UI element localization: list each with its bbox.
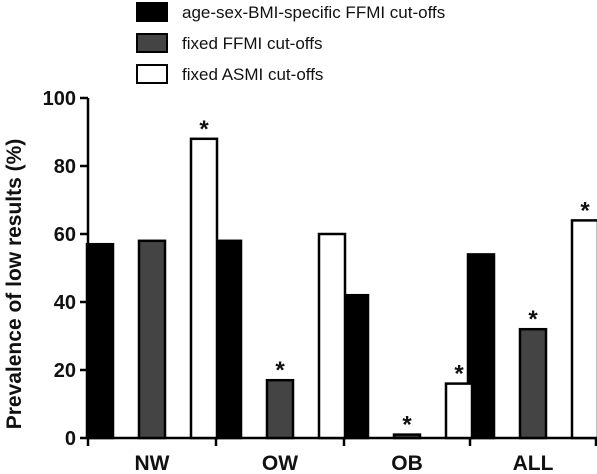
y-tick-label: 100 xyxy=(43,88,76,110)
legend-label: fixed ASMI cut-offs xyxy=(182,65,323,84)
legend-label: fixed FFMI cut-offs xyxy=(182,34,322,53)
bar xyxy=(213,239,243,440)
y-tick-label: 20 xyxy=(54,360,76,382)
bar xyxy=(137,239,167,440)
bar xyxy=(518,327,548,440)
significance-marker: * xyxy=(199,116,209,143)
y-axis-title: Prevalence of low results (%) xyxy=(3,139,26,430)
bar xyxy=(340,293,370,440)
x-tick-label: OW xyxy=(262,452,298,474)
bar xyxy=(317,232,347,440)
legend-label: age-sex-BMI-specific FFMI cut-offs xyxy=(182,3,445,22)
x-tick-label: OB xyxy=(391,452,423,474)
bar xyxy=(392,433,422,440)
legend-swatch xyxy=(136,33,168,53)
significance-marker: * xyxy=(528,306,538,333)
significance-marker: * xyxy=(454,361,464,388)
y-tick-label: 60 xyxy=(54,224,76,246)
significance-marker: * xyxy=(275,357,285,384)
significance-marker: * xyxy=(580,197,590,224)
plot-area: 0 20 40 60 80 100 NW OW OB ALL * * * * * * xyxy=(43,88,597,474)
bar xyxy=(265,378,295,440)
bar xyxy=(570,219,597,440)
y-tick-label: 0 xyxy=(65,428,76,450)
x-tick-label: ALL xyxy=(513,452,554,474)
x-tick-label: NW xyxy=(135,452,170,474)
significance-marker: * xyxy=(402,412,412,439)
bar xyxy=(444,382,474,440)
legend-swatch xyxy=(136,2,168,22)
bar xyxy=(189,137,219,440)
y-tick-label: 40 xyxy=(54,292,76,314)
chart-legend: age-sex-BMI-specific FFMI cut-offs fixed … xyxy=(136,2,445,84)
bar xyxy=(85,242,115,440)
legend-swatch xyxy=(136,64,168,84)
y-tick-label: 80 xyxy=(54,156,76,178)
